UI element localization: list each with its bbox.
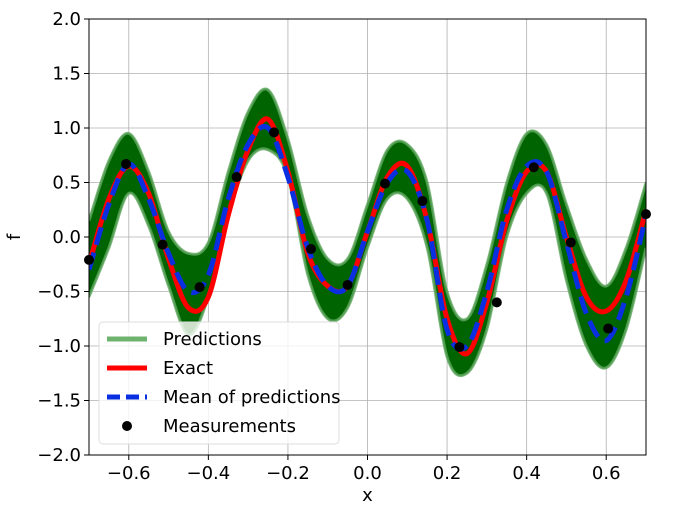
measurement-markers: [84, 127, 651, 353]
y-tick-label: 0.0: [52, 227, 81, 248]
measurement-point: [417, 196, 428, 207]
y-tick-label: −1.5: [37, 391, 81, 412]
measurement-point: [491, 297, 502, 308]
measurement-point: [641, 209, 651, 220]
x-tick-label: 0.0: [353, 463, 382, 484]
x-tick-label: −0.2: [266, 463, 310, 484]
measurement-point: [84, 254, 94, 265]
x-tick-label: 0.4: [512, 463, 541, 484]
x-axis-label: x: [362, 485, 373, 506]
legend-label: Measurements: [163, 416, 296, 437]
legend-label: Exact: [163, 358, 213, 379]
prediction-line-upper: [89, 87, 646, 322]
x-tick-label: 0.6: [592, 463, 621, 484]
legend-label: Predictions: [163, 329, 262, 350]
y-tick-label: 0.5: [52, 173, 81, 194]
measurement-point: [306, 243, 317, 254]
y-tick-label: −0.5: [37, 282, 81, 303]
measurement-point: [231, 172, 242, 183]
y-tick-label: −2.0: [37, 445, 81, 466]
legend-marker-measurements: [122, 421, 132, 431]
x-tick-label: −0.4: [186, 463, 230, 484]
measurement-point: [342, 279, 353, 290]
mean-predictions-line: [89, 124, 646, 352]
measurement-point: [528, 162, 539, 173]
measurement-point: [565, 237, 576, 248]
y-tick-label: 1.5: [52, 64, 81, 85]
y-tick-label: −1.0: [37, 336, 81, 357]
x-tick-label: 0.2: [433, 463, 462, 484]
measurement-point: [454, 342, 465, 353]
legend-label: Mean of predictions: [163, 387, 341, 408]
measurement-point: [121, 158, 132, 169]
measurement-point: [603, 323, 614, 334]
y-axis-label: f: [4, 233, 25, 240]
y-tick-label: 1.0: [52, 118, 81, 139]
measurement-point: [269, 127, 280, 138]
ticks: −0.6 −0.4 −0.2 0.0 0.2 0.4 0.6 −2.0 −1.5 −1.0 −0.5…: [37, 9, 620, 484]
measurement-point: [157, 239, 168, 250]
measurement-point: [380, 178, 391, 189]
x-tick-label: −0.6: [107, 463, 151, 484]
legend-box: [98, 321, 340, 445]
y-tick-label: 2.0: [52, 9, 81, 30]
measurement-point: [194, 282, 205, 293]
legend: Predictions Exact Mean of predictions Measu…: [98, 321, 341, 445]
